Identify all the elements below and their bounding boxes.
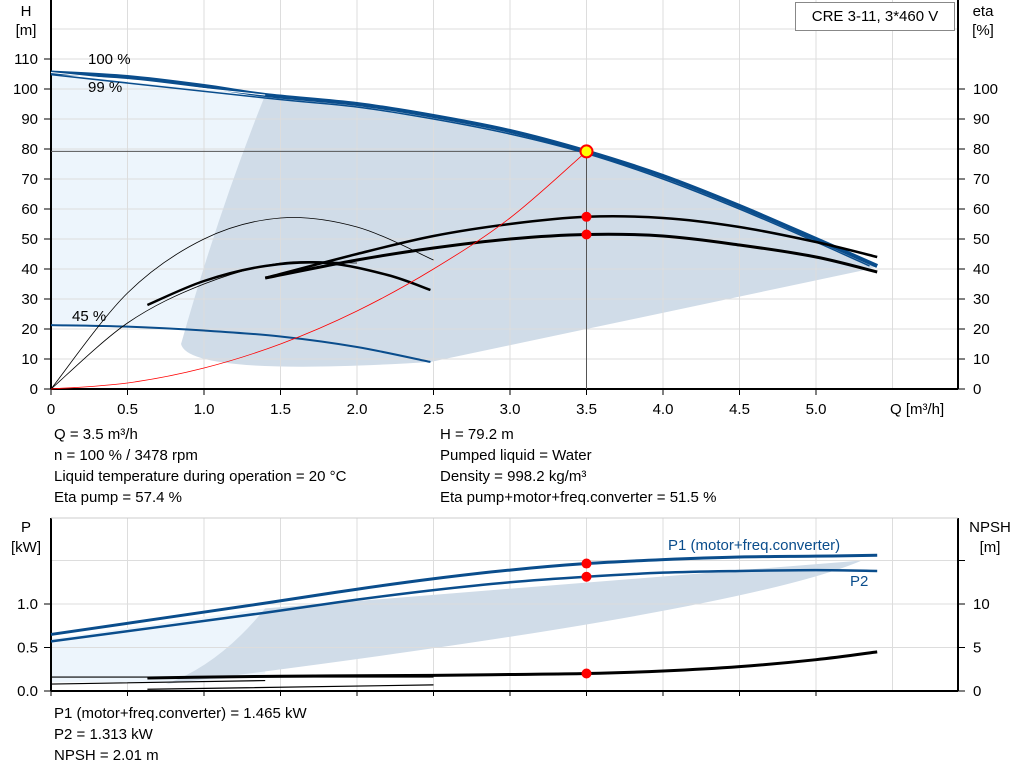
y-tick-label: 80 (21, 141, 38, 158)
y-tick-label: 60 (21, 201, 38, 218)
curve-p2 (50, 568, 878, 643)
legend-box: CRE 3-11, 3*460 V (795, 2, 955, 31)
label-45-percent: 45 % (72, 308, 106, 325)
p-axis-unit: [kW] (11, 539, 41, 556)
x-tick-label: 2.0 (347, 401, 368, 418)
info-npsh: NPSH = 2.01 m (54, 747, 159, 764)
info-p1: P1 (motor+freq.converter) = 1.465 kW (54, 705, 307, 722)
y-tick-label-bottom: 1.0 (17, 596, 38, 613)
y-tick-label: 50 (21, 231, 38, 248)
y-tick-label: 20 (21, 321, 38, 338)
info-eta-pump: Eta pump = 57.4 % (54, 489, 182, 506)
y-tick-label-bottom: 0.5 (17, 640, 38, 657)
operating-region-fill-bottom (165, 560, 862, 685)
y-right-tick-label: 40 (973, 261, 990, 278)
x-tick-label: 1.5 (270, 401, 291, 418)
y-tick-label: 90 (21, 111, 38, 128)
eta-point (581, 229, 592, 240)
curve-H99 (50, 73, 870, 267)
y-axis-label: H (21, 3, 32, 20)
curve-eta_thin_1 (50, 217, 434, 390)
y-axis-unit: [m] (16, 22, 37, 39)
y-right-tick-label: 50 (973, 231, 990, 248)
y-right-tick-label: 20 (973, 321, 990, 338)
y-tick-label: 40 (21, 261, 38, 278)
operating-region-fill (181, 91, 878, 367)
y-tick-label: 70 (21, 171, 38, 188)
x-tick-label: 5.0 (806, 401, 827, 418)
info-n: n = 100 % / 3478 rpm (54, 447, 198, 464)
curve-system (50, 151, 587, 390)
y-right-axis-unit: [%] (972, 22, 994, 39)
y-tick-label-bottom: 0.0 (17, 683, 38, 700)
label-100-percent: 100 % (88, 51, 131, 68)
info-h: H = 79.2 m (440, 426, 514, 443)
y-right-tick-label: 0 (973, 381, 981, 398)
y-tick-label: 10 (21, 351, 38, 368)
info-left: Q = 3.5 m³/h n = 100 % / 3478 rpm Liquid… (54, 424, 346, 508)
x-tick-label: 0.5 (117, 401, 138, 418)
y-tick-label: 110 (14, 51, 38, 68)
y-right-tick-label: 30 (973, 291, 990, 308)
info-liquid: Pumped liquid = Water (440, 447, 592, 464)
p2-point (581, 571, 592, 582)
x-axis-label: Q [m³/h] (890, 401, 944, 418)
npsh-point (581, 668, 592, 679)
x-tick-label: 3.0 (500, 401, 521, 418)
eta-point (581, 211, 592, 222)
curve-H100-thin-inner (50, 72, 266, 96)
npsh-tick-label: 0 (973, 683, 981, 700)
p1-label: P1 (motor+freq.converter) (668, 537, 840, 554)
npsh-tick-label: 10 (973, 596, 990, 613)
y-right-tick-label: 90 (973, 111, 990, 128)
x-tick-label: 2.5 (423, 401, 444, 418)
y-right-tick-label: 70 (973, 171, 990, 188)
duty-point (579, 144, 594, 159)
info-bottom: P1 (motor+freq.converter) = 1.465 kW P2 … (54, 703, 307, 766)
curve-eta_pump_45 (146, 261, 431, 307)
p2-label: P2 (850, 573, 868, 590)
curve-eta_thin_2 (50, 261, 358, 390)
p-axis-label: P (21, 519, 31, 536)
y-right-tick-label: 80 (973, 141, 990, 158)
info-eta-total: Eta pump+motor+freq.converter = 51.5 % (440, 489, 717, 506)
info-density: Density = 998.2 kg/m³ (440, 468, 587, 485)
y-tick-label: 0 (30, 381, 38, 398)
y-tick-label: 30 (21, 291, 38, 308)
y-tick-label: 100 (13, 81, 38, 98)
y-right-tick-label: 10 (973, 351, 990, 368)
x-tick-label: 4.0 (653, 401, 674, 418)
x-tick-label: 0 (47, 401, 55, 418)
x-tick-label: 3.5 (576, 401, 597, 418)
y-right-tick-label: 100 (973, 81, 998, 98)
p1-point (581, 558, 592, 569)
label-99-percent: 99 % (88, 79, 122, 96)
npsh-axis-label: NPSH (969, 519, 1011, 536)
curve-p1 (50, 553, 878, 636)
curve-npsh (147, 650, 878, 680)
x-tick-label: 1.0 (194, 401, 215, 418)
info-right: H = 79.2 m Pumped liquid = Water Density… (440, 424, 716, 508)
npsh-axis-unit: [m] (980, 539, 1001, 556)
info-q: Q = 3.5 m³/h (54, 426, 138, 443)
x-tick-label: 4.5 (729, 401, 750, 418)
curve-H100 (50, 70, 879, 268)
curve-H45 (50, 324, 431, 363)
curves-reduced-speed (50, 676, 434, 690)
npsh-tick-label: 5 (973, 640, 981, 657)
y-right-tick-label: 60 (973, 201, 990, 218)
info-p2: P2 = 1.313 kW (54, 726, 153, 743)
info-temp: Liquid temperature during operation = 20… (54, 468, 347, 485)
y-right-axis-label: eta (973, 3, 995, 20)
